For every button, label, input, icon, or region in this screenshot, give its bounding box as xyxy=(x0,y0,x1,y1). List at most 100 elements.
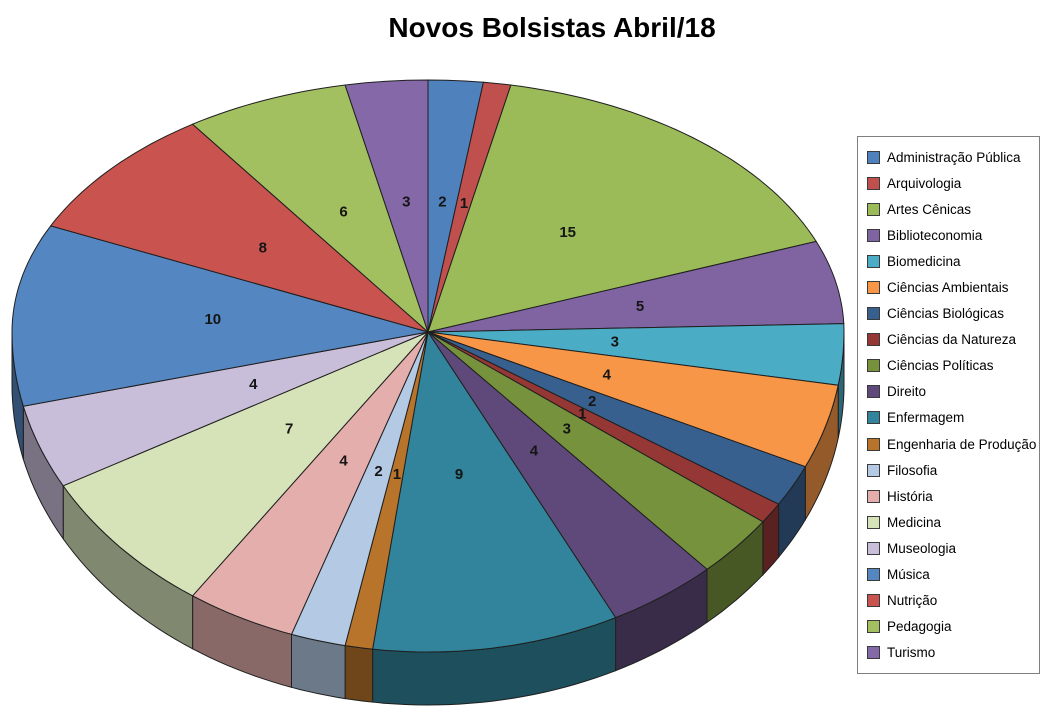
data-label: 4 xyxy=(603,367,612,384)
legend-item[interactable]: Biblioteconomia xyxy=(867,222,1035,248)
legend-swatch-icon xyxy=(867,202,880,216)
legend-item[interactable]: Nutrição xyxy=(867,588,1035,614)
legend-item[interactable]: Medicina xyxy=(867,509,1035,535)
data-label: 5 xyxy=(636,298,644,315)
legend-item[interactable]: Biomedicina xyxy=(867,248,1035,274)
legend-swatch-icon xyxy=(867,515,880,529)
legend-label: Turismo xyxy=(887,645,936,661)
legend-item[interactable]: Turismo xyxy=(867,640,1035,666)
data-label: 2 xyxy=(374,463,382,480)
data-label: 6 xyxy=(339,203,347,220)
pie-slice[interactable] xyxy=(62,331,429,597)
legend-label: Administração Pública xyxy=(887,149,1021,165)
legend-item[interactable]: Filosofia xyxy=(867,457,1035,483)
legend-label: Medicina xyxy=(887,514,942,530)
legend-label: Ciências da Natureza xyxy=(887,332,1017,348)
data-label: 3 xyxy=(402,194,410,211)
legend-swatch-icon xyxy=(867,228,880,242)
legend-swatch-icon xyxy=(867,541,880,555)
pie-slice[interactable] xyxy=(191,331,429,635)
legend-label: Música xyxy=(887,567,930,583)
legend-label: Ciências Políticas xyxy=(887,358,994,374)
legend-item[interactable]: Ciências Ambientais xyxy=(867,274,1035,300)
pie-slice[interactable] xyxy=(427,331,839,468)
pie-slice[interactable] xyxy=(11,225,429,407)
pie-slice[interactable] xyxy=(372,330,617,653)
legend-swatch-icon xyxy=(867,463,880,477)
legend-swatch-icon xyxy=(867,333,880,347)
legend-swatch-icon xyxy=(867,620,880,634)
legend-item[interactable]: Enfermagem xyxy=(867,405,1035,431)
legend-item[interactable]: Museologia xyxy=(867,535,1035,561)
legend-item[interactable]: Direito xyxy=(867,379,1035,405)
pie-slice[interactable] xyxy=(427,84,818,333)
legend-item[interactable]: Artes Cênicas xyxy=(867,196,1035,222)
data-label: 15 xyxy=(559,224,576,241)
pie-slice[interactable] xyxy=(191,84,430,334)
legend-label: Pedagogia xyxy=(887,619,952,635)
data-label: 4 xyxy=(339,453,348,470)
legend-label: Ciências Ambientais xyxy=(887,280,1009,296)
pie-slice[interactable] xyxy=(427,323,845,386)
pie-slice[interactable] xyxy=(22,331,429,487)
legend-label: Engenharia de Produção xyxy=(887,436,1037,452)
legend-item[interactable]: Pedagogia xyxy=(867,614,1035,640)
legend-swatch-icon xyxy=(867,594,880,608)
data-label: 10 xyxy=(204,311,221,328)
legend-swatch-icon xyxy=(867,254,880,268)
legend-label: Direito xyxy=(887,384,927,400)
data-label: 8 xyxy=(259,239,267,256)
legend-swatch-icon xyxy=(867,489,880,503)
data-label: 2 xyxy=(438,193,446,210)
pie-slice[interactable] xyxy=(427,240,845,333)
data-label: 2 xyxy=(588,393,596,410)
legend-label: Arquivologia xyxy=(887,175,962,191)
legend-label: Museologia xyxy=(887,540,957,556)
data-label: 1 xyxy=(393,466,401,483)
legend-label: História xyxy=(887,488,933,504)
data-label: 9 xyxy=(455,466,463,483)
legend-swatch-icon xyxy=(867,646,880,660)
legend-label: Filosofia xyxy=(887,462,938,478)
pie-slice[interactable] xyxy=(427,331,807,505)
legend-swatch-icon xyxy=(867,150,880,164)
legend-swatch-icon xyxy=(867,359,880,373)
data-label: 4 xyxy=(249,376,258,393)
data-label: 4 xyxy=(530,443,539,460)
data-label: 7 xyxy=(285,421,293,438)
legend-item[interactable]: Música xyxy=(867,562,1035,588)
pie-slice[interactable] xyxy=(427,331,764,570)
legend-label: Ciências Biológicas xyxy=(887,306,1005,322)
legend-label: Enfermagem xyxy=(887,410,965,426)
legend-label: Biomedicina xyxy=(887,253,961,269)
legend-item[interactable]: Ciências Políticas xyxy=(867,353,1035,379)
legend-swatch-icon xyxy=(867,176,880,190)
legend-swatch-icon xyxy=(867,307,880,321)
legend-item[interactable]: Ciências Biológicas xyxy=(867,301,1035,327)
legend-item[interactable]: Arquivologia xyxy=(867,170,1035,196)
pie-slice-side xyxy=(344,645,374,703)
legend-label: Nutrição xyxy=(887,593,938,609)
legend-swatch-icon xyxy=(867,411,880,425)
pie-slice[interactable] xyxy=(427,331,708,619)
data-label: 3 xyxy=(611,334,619,351)
legend-item[interactable]: Engenharia de Produção xyxy=(867,431,1037,457)
legend-swatch-icon xyxy=(867,385,880,399)
chart-title: Novos Bolsistas Abril/18 xyxy=(388,12,716,43)
legend-label: Artes Cênicas xyxy=(887,201,972,217)
legend-item[interactable]: História xyxy=(867,483,1035,509)
legend-label: Biblioteconomia xyxy=(887,227,983,243)
legend-item[interactable]: Ciências da Natureza xyxy=(867,327,1035,353)
legend: Administração Pública Arquivologia Artes C… xyxy=(857,136,1040,674)
legend-swatch-icon xyxy=(867,568,880,582)
data-label: 3 xyxy=(563,421,571,438)
pie-slice[interactable] xyxy=(344,79,429,333)
data-label: 1 xyxy=(578,406,586,423)
data-label: 1 xyxy=(460,195,468,212)
legend-swatch-icon xyxy=(867,437,880,451)
legend-swatch-icon xyxy=(867,281,880,295)
pie-slice[interactable] xyxy=(49,123,429,333)
pie-slice[interactable] xyxy=(290,331,429,647)
legend-item[interactable]: Administração Pública xyxy=(867,144,1035,170)
